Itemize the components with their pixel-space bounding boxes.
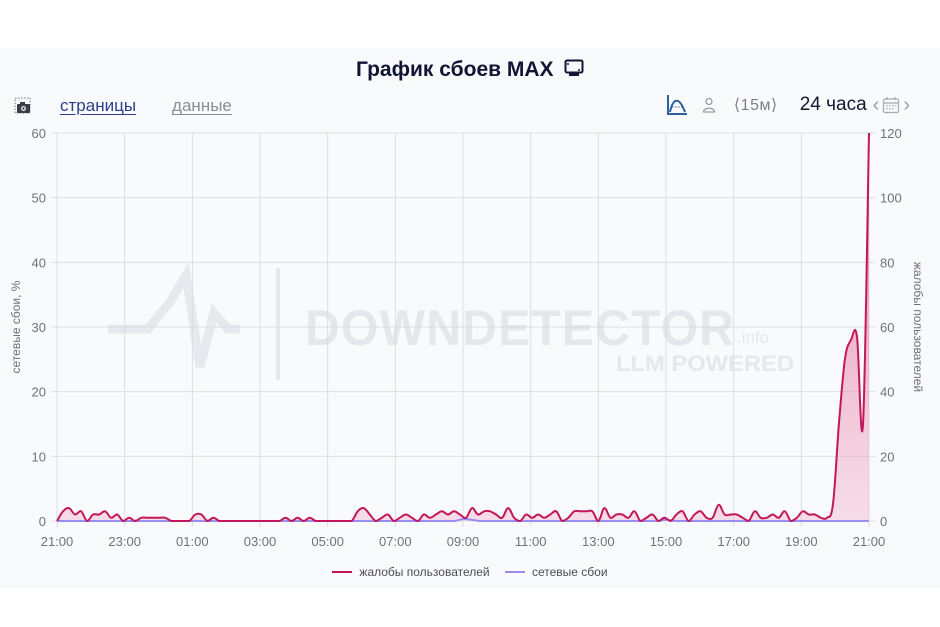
y-left-tick: 10	[32, 449, 46, 464]
tab-pages[interactable]: страницы	[60, 96, 137, 115]
page-title: График сбоев MAX	[356, 58, 554, 81]
area-chart-icon[interactable]	[666, 94, 688, 116]
toolbar-left: страницы данные	[14, 94, 268, 118]
camera-icon[interactable]	[14, 97, 32, 115]
network-line	[56, 518, 869, 523]
legend-swatch-network	[504, 571, 525, 573]
x-tick: 01:00	[176, 534, 209, 549]
y-left-tick: 20	[32, 385, 46, 400]
x-tick: 07:00	[379, 534, 412, 549]
watermark-brand: DOWNDETECTOR	[305, 300, 735, 356]
y-left-tick: 60	[32, 126, 46, 141]
right-axis-title: жалобы пользователей	[911, 262, 925, 392]
legend-label: сетевые сбои	[531, 565, 608, 579]
y-right-tick: 20	[880, 449, 894, 464]
x-tick: 17:00	[717, 534, 750, 549]
x-tick: 15:00	[650, 534, 683, 549]
chevron-right-icon[interactable]: ›	[903, 94, 910, 116]
range-label[interactable]: 24 часа	[799, 94, 867, 115]
outage-chart[interactable]: DOWNDETECTOR .info LLM POWERED 0 0 10 20 20 4…	[0, 120, 940, 560]
chart-series	[56, 132, 870, 523]
left-axis-title: сетевые сбои, %	[9, 280, 23, 373]
x-tick: 21:00	[41, 534, 74, 549]
watermark-tagline: LLM POWERED	[616, 351, 794, 376]
chart-axes: 0 0 10 20 20 40 30 60 40 80 50 100 60 120 21:00 23:00 01…	[32, 126, 902, 549]
tab-data[interactable]: данные	[172, 96, 232, 115]
y-right-tick: 120	[880, 126, 902, 141]
monitor-icon[interactable]	[564, 59, 584, 82]
legend-item-network[interactable]: сетевые сбои	[504, 565, 608, 579]
interval-selector[interactable]: ⟨15м⟩	[733, 97, 778, 114]
toolbar-right: ⟨15м⟩ 24 часа ‹ ›	[666, 92, 910, 118]
y-left-tick: 40	[32, 255, 46, 270]
user-icon[interactable]	[702, 97, 716, 113]
y-left-tick: 0	[39, 514, 46, 529]
complaints-line	[56, 132, 870, 522]
chart-legend: жалобы пользователей сетевые сбои	[0, 562, 940, 579]
x-tick: 21:00	[853, 534, 886, 549]
legend-label: жалобы пользователей	[359, 565, 490, 579]
y-right-tick: 40	[880, 385, 894, 400]
y-right-tick: 100	[880, 191, 902, 206]
x-tick: 03:00	[244, 534, 277, 549]
x-tick: 09:00	[447, 534, 480, 549]
y-right-tick: 60	[880, 320, 894, 335]
chevron-left-icon[interactable]: ‹	[872, 94, 880, 116]
x-tick: 11:00	[515, 534, 547, 549]
watermark: DOWNDETECTOR .info LLM POWERED	[108, 261, 794, 380]
calendar-icon[interactable]	[882, 96, 900, 114]
x-tick: 23:00	[108, 534, 141, 549]
y-right-tick: 0	[880, 514, 887, 529]
title-row: График сбоев MAX	[0, 58, 940, 88]
watermark-suffix: .info	[737, 328, 769, 347]
x-tick: 13:00	[582, 534, 615, 549]
y-right-tick: 80	[880, 255, 894, 270]
y-left-tick: 30	[32, 320, 46, 335]
legend-swatch-complaints	[332, 571, 353, 573]
x-tick: 19:00	[785, 534, 818, 549]
y-left-tick: 50	[32, 191, 46, 206]
x-tick: 05:00	[311, 534, 344, 549]
legend-item-complaints[interactable]: жалобы пользователей	[332, 565, 490, 579]
